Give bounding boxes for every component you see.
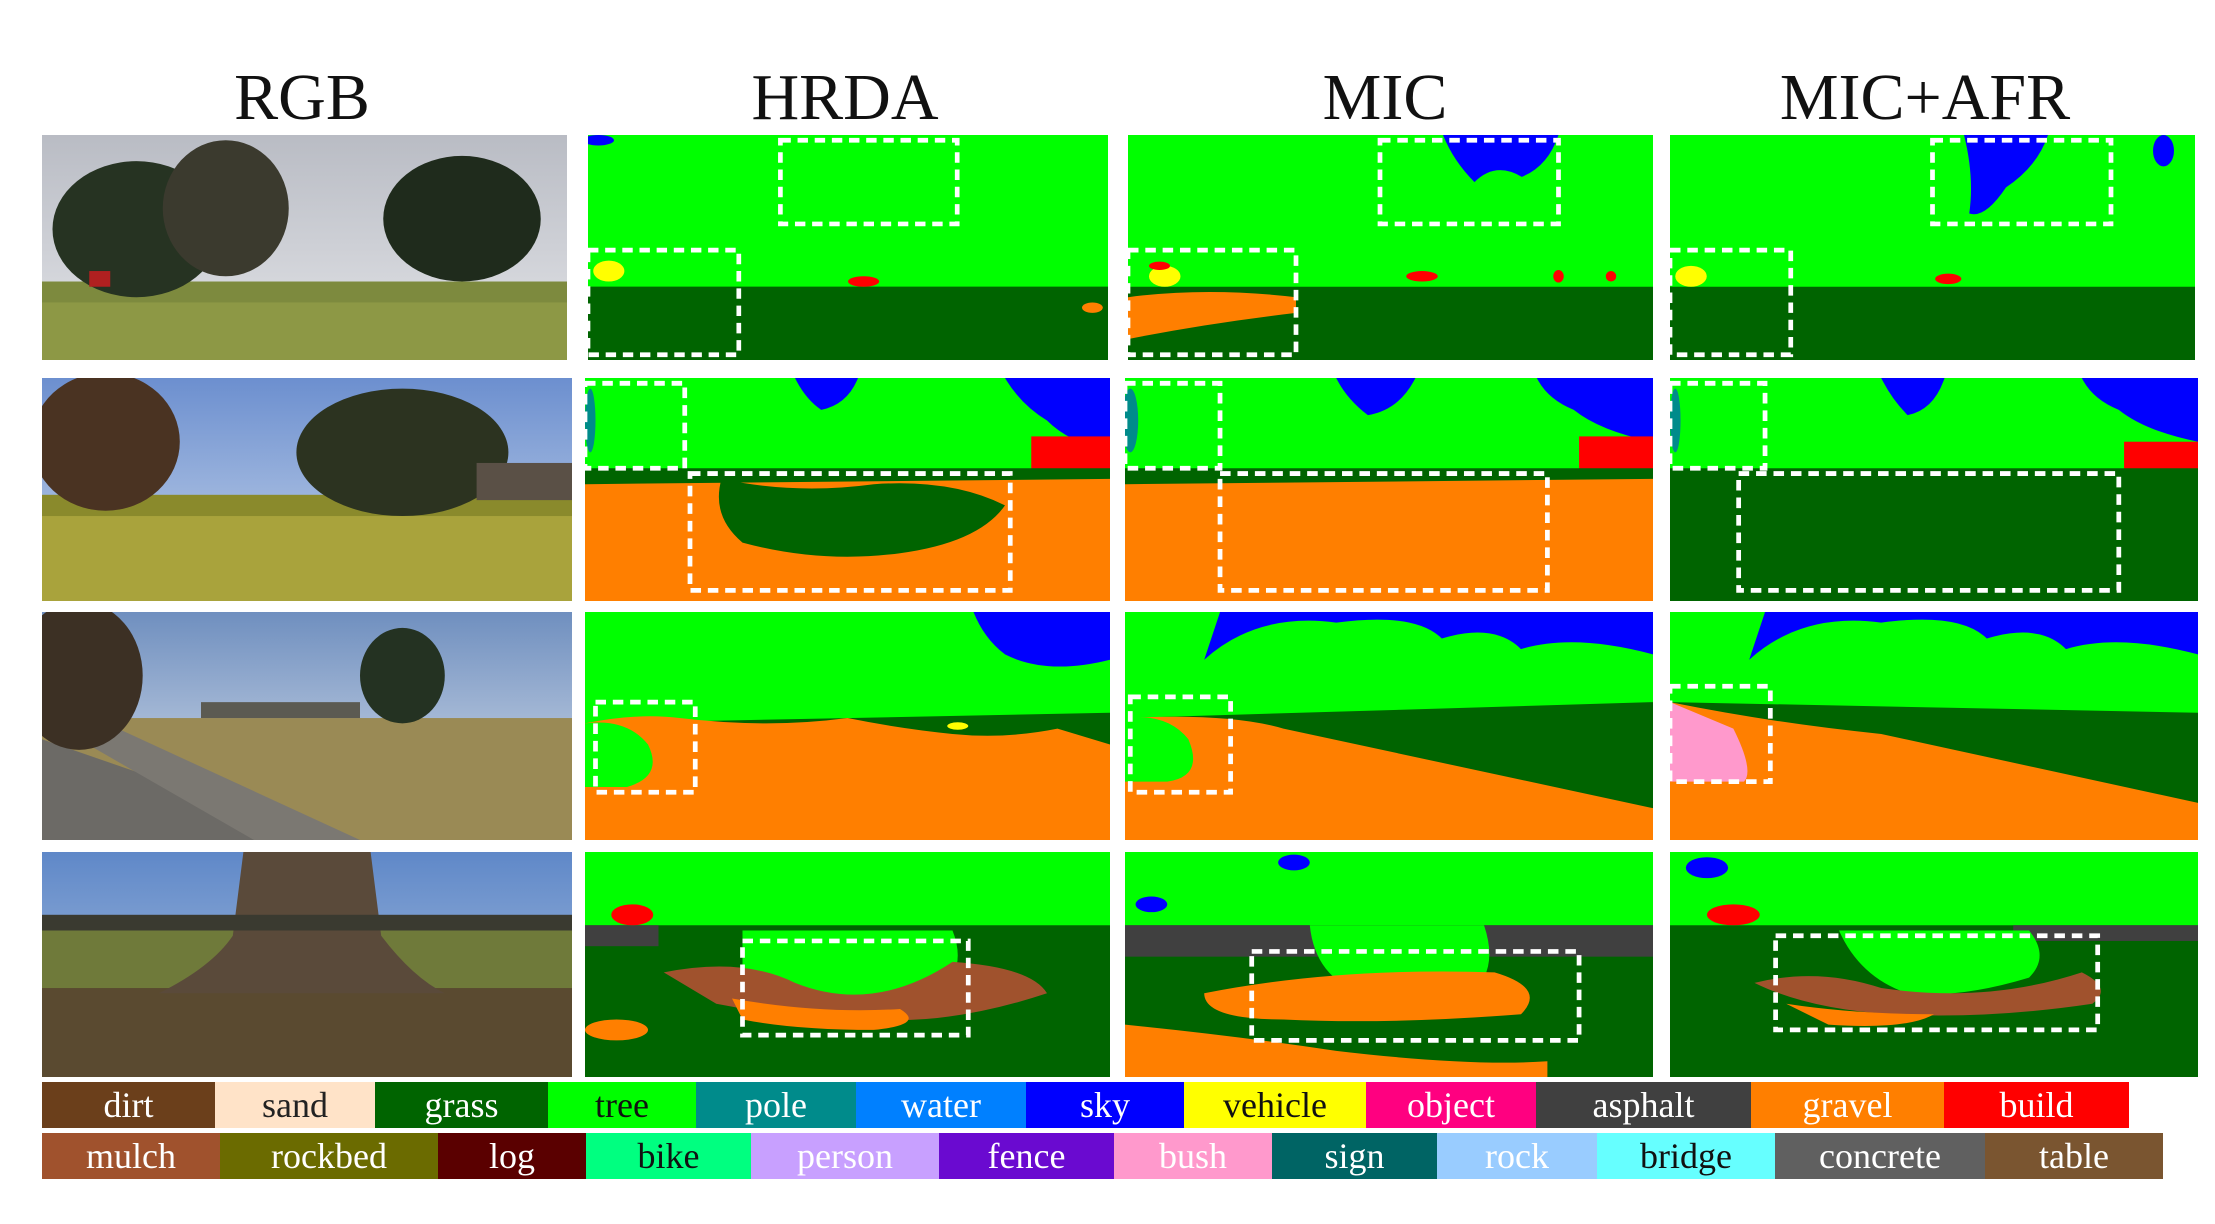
col-title-mic: MIC <box>1322 61 1448 134</box>
mic-afr-seg-row-1 <box>1670 135 2195 360</box>
legend-row-2: mulch rockbed log bike person fence bush sign ro… <box>42 1133 2163 1179</box>
legend-swatch-bike: bike <box>586 1133 751 1179</box>
rgb-photo-row-1 <box>42 135 567 360</box>
legend-swatch-vehicle: vehicle <box>1184 1082 1366 1128</box>
legend-swatch-bridge: bridge <box>1597 1133 1775 1179</box>
legend-row-1: dirt sand grass tree pole water sky vehicle obje… <box>42 1082 2129 1128</box>
legend-swatch-sand: sand <box>215 1082 375 1128</box>
mic-seg-row-2 <box>1125 378 1653 601</box>
mic-afr-seg-row-3 <box>1670 612 2198 840</box>
legend-swatch-mulch: mulch <box>42 1133 220 1179</box>
legend-swatch-concrete: concrete <box>1775 1133 1985 1179</box>
mic-seg-row-3 <box>1125 612 1653 840</box>
legend-swatch-dirt: dirt <box>42 1082 215 1128</box>
mic-seg-row-4 <box>1125 852 1653 1077</box>
mic-seg-row-1 <box>1128 135 1653 360</box>
rgb-photo-row-3 <box>42 612 572 840</box>
legend-swatch-tree: tree <box>548 1082 696 1128</box>
legend-swatch-pole: pole <box>696 1082 856 1128</box>
legend-swatch-sign: sign <box>1272 1133 1437 1179</box>
legend-swatch-sky: sky <box>1026 1082 1184 1128</box>
legend-swatch-water: water <box>856 1082 1026 1128</box>
hrda-seg-row-1 <box>588 135 1108 360</box>
hrda-seg-row-4 <box>585 852 1110 1077</box>
legend-swatch-object: object <box>1366 1082 1536 1128</box>
legend-swatch-build: build <box>1944 1082 2129 1128</box>
legend-swatch-log: log <box>438 1133 586 1179</box>
rgb-photo-row-4 <box>42 852 572 1077</box>
legend-swatch-table: table <box>1985 1133 2163 1179</box>
legend-swatch-bush: bush <box>1114 1133 1272 1179</box>
col-title-rgb: RGB <box>234 61 370 134</box>
hrda-seg-row-2 <box>585 378 1110 601</box>
hrda-seg-row-3 <box>585 612 1110 840</box>
col-title-hrda: HRDA <box>751 61 939 134</box>
legend-swatch-asphalt: asphalt <box>1536 1082 1751 1128</box>
legend-swatch-gravel: gravel <box>1751 1082 1944 1128</box>
legend-swatch-fence: fence <box>939 1133 1114 1179</box>
legend-swatch-rock: rock <box>1437 1133 1597 1179</box>
mic-afr-seg-row-2 <box>1670 378 2198 601</box>
rgb-photo-row-2 <box>42 378 572 601</box>
col-title-mic-afr: MIC+AFR <box>1779 61 2071 134</box>
legend-swatch-rockbed: rockbed <box>220 1133 438 1179</box>
legend-swatch-grass: grass <box>375 1082 548 1128</box>
mic-afr-seg-row-4 <box>1670 852 2198 1077</box>
legend-swatch-person: person <box>751 1133 939 1179</box>
